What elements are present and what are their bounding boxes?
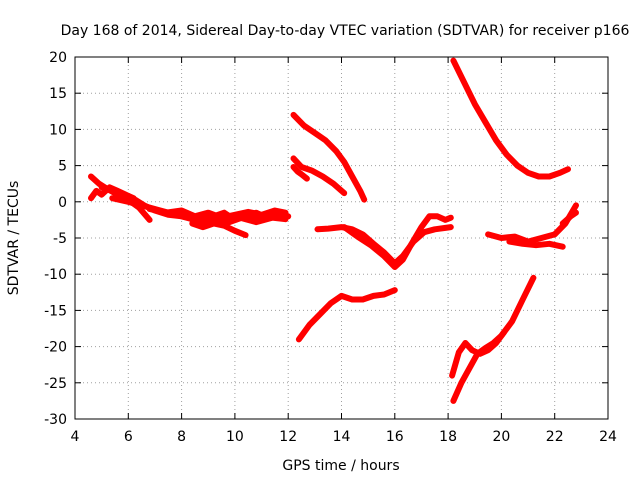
y-tick-label: 0 [58,195,67,211]
x-tick-label: 18 [439,429,457,445]
plot-frame [74,56,609,420]
series-arc-9 [290,155,348,197]
x-tick-label: 24 [599,429,617,445]
x-tick-label: 12 [279,429,297,445]
series-arc-13 [295,287,398,343]
x-tick-label: 20 [492,429,510,445]
y-tick-label: -25 [44,376,67,392]
grid [75,57,608,419]
series-arc-7 [210,209,292,223]
x-tick-label: 4 [71,429,80,445]
y-tick-label: -10 [44,267,67,283]
x-axis-label: GPS time / hours [282,458,399,474]
series-group [88,57,579,404]
y-tick-label: -5 [53,231,67,247]
y-tick-label: 5 [58,159,67,175]
y-tick-label: -15 [44,303,67,319]
y-tick-label: 20 [49,50,67,66]
series-arc-8 [290,111,368,203]
x-tick-label: 8 [177,429,186,445]
series-arc-19 [449,329,508,379]
series-arc-12 [341,213,454,270]
series-arc-6 [189,220,249,239]
x-tick-label: 22 [546,429,564,445]
y-tick-label: -30 [44,412,67,428]
x-tick-label: 16 [386,429,404,445]
series-arc-4 [109,195,289,227]
series-arc-18 [450,274,537,404]
chart-title: Day 168 of 2014, Sidereal Day-to-day VTE… [61,23,630,39]
x-tick-label: 6 [124,429,133,445]
y-tick-label: 15 [49,86,67,102]
y-tick-label: 10 [49,122,67,138]
axes: 4 6 8 10 12 14 16 18 20 22 24 -30 -25 -20 -15 -10 -5 0 5 10… [44,50,617,445]
series-arc-5 [146,206,289,221]
series-arc-16 [506,238,566,250]
x-tick-label: 10 [226,429,244,445]
series-arc-10 [290,164,310,182]
series-arc-14 [450,57,571,180]
y-tick-label: -20 [44,340,67,356]
y-axis-label: SDTVAR / TECUs [6,181,22,296]
series-arc-17 [559,209,579,227]
x-tick-label: 14 [333,429,351,445]
